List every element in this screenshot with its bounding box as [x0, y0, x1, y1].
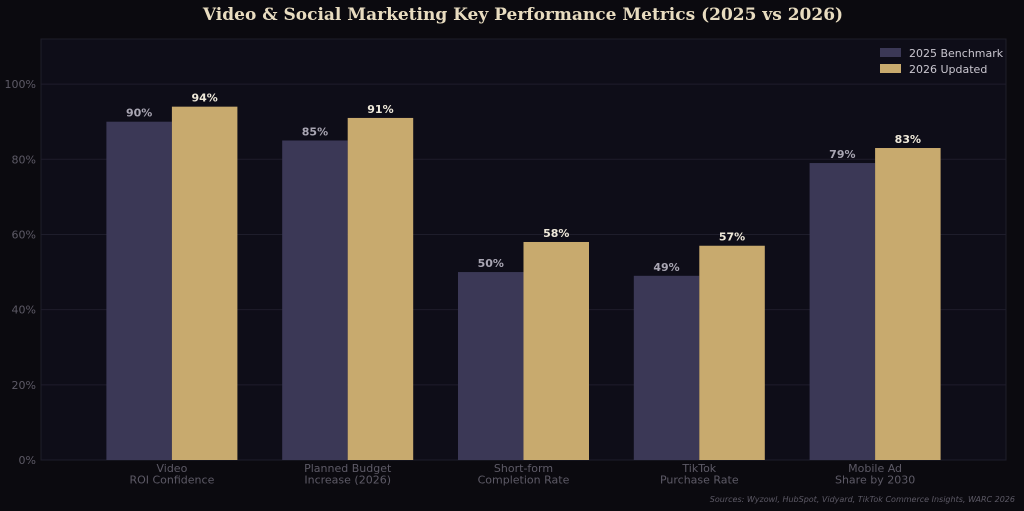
data-label: 58%	[543, 227, 569, 240]
x-tick-label: ROI Confidence	[129, 474, 214, 487]
bar-benchmark-2025	[633, 275, 700, 460]
bar-benchmark-2025	[106, 121, 172, 461]
source-note: Sources: Wyzowl, HubSpot, Vidyard, TikTo…	[710, 495, 1015, 504]
bar-benchmark-2025	[809, 163, 876, 460]
legend-swatch	[880, 64, 901, 73]
data-label: 50%	[478, 257, 504, 270]
x-tick-label: Share by 2030	[835, 474, 915, 487]
legend: 2025 Benchmark 2026 Updated	[880, 47, 1004, 76]
bar-updated-2026	[523, 241, 589, 460]
data-label: 91%	[367, 103, 393, 116]
y-axis: 0% 20% 40% 60% 80% 100%	[5, 78, 36, 467]
x-tick-label: Short-form	[494, 462, 553, 475]
x-tick-label: Mobile Ad	[848, 462, 902, 475]
x-tick-label: TikTok	[681, 462, 716, 475]
legend-swatch	[880, 48, 901, 57]
bars: 90% 94% 85% 91% 50% 58% 49% 57% 79% 83%	[106, 92, 941, 461]
y-tick-label: 20%	[12, 379, 36, 392]
bar-updated-2026	[699, 245, 765, 460]
x-tick-label: Increase (2026)	[304, 474, 391, 487]
x-tick-label: Planned Budget	[304, 462, 392, 475]
bar-benchmark-2025	[458, 272, 524, 460]
y-tick-label: 60%	[12, 228, 36, 241]
legend-label: 2026 Updated	[909, 63, 987, 76]
y-tick-label: 0%	[19, 454, 36, 467]
data-label: 57%	[719, 231, 745, 244]
bar-updated-2026	[875, 148, 941, 461]
bar-benchmark-2025	[282, 140, 348, 460]
y-tick-label: 80%	[12, 153, 36, 166]
y-tick-label: 40%	[12, 304, 36, 317]
data-label: 85%	[302, 125, 328, 138]
x-tick-label: Video	[156, 462, 187, 475]
data-label: 90%	[126, 107, 152, 120]
x-tick-label: Completion Rate	[478, 474, 570, 487]
bar-updated-2026	[171, 106, 238, 461]
y-tick-label: 100%	[5, 78, 36, 91]
data-label: 49%	[653, 261, 679, 274]
legend-label: 2025 Benchmark	[909, 47, 1004, 60]
bar-updated-2026	[347, 117, 414, 460]
x-tick-label: Purchase Rate	[660, 474, 739, 487]
data-label: 94%	[191, 92, 217, 105]
data-label: 83%	[895, 133, 921, 146]
data-label: 79%	[829, 148, 855, 161]
chart-title: Video & Social Marketing Key Performance…	[202, 5, 843, 25]
